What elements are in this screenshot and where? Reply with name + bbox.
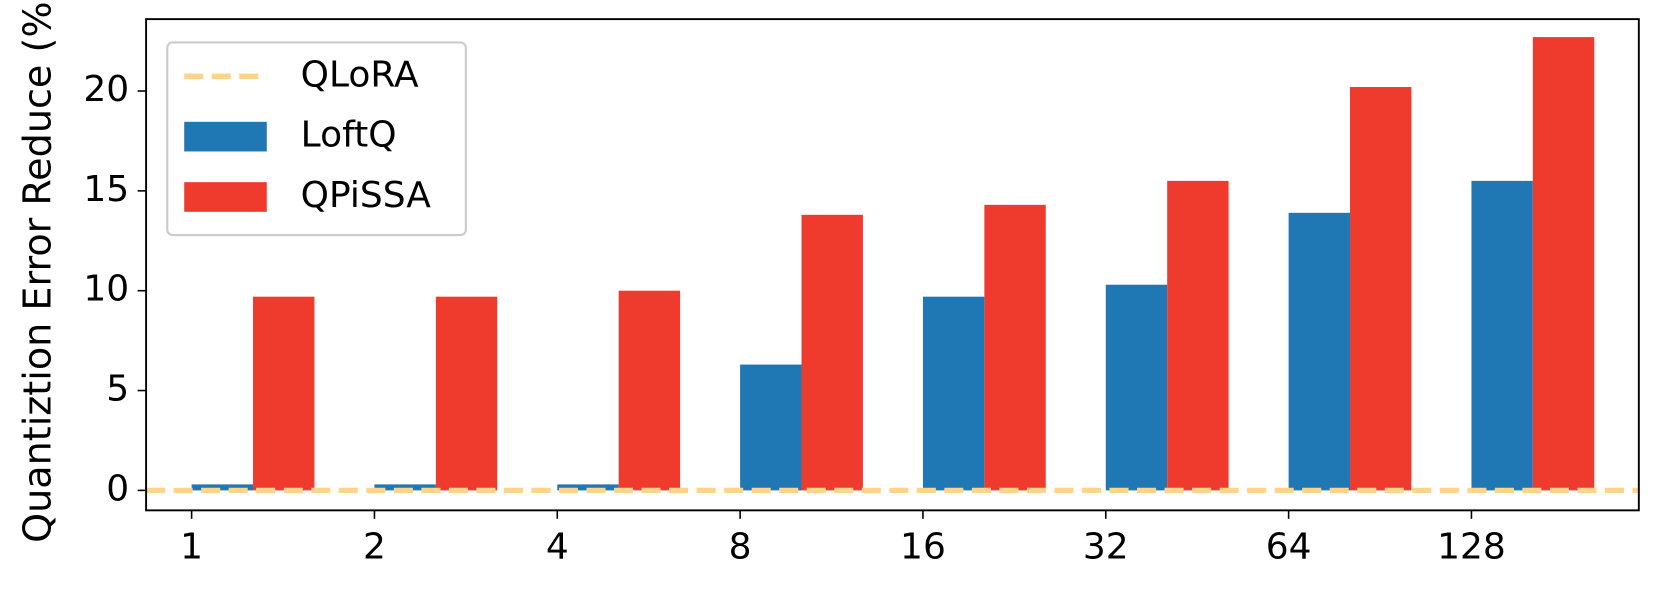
x-tick-label: 16 [900, 526, 946, 567]
y-axis-label: Quantiztion Error Reduce (%) [16, 0, 60, 543]
y-tick-label: 0 [106, 468, 129, 509]
x-tick-label: 4 [546, 526, 569, 567]
y-tick-label: 5 [106, 369, 129, 410]
bar [1105, 284, 1168, 491]
bar [557, 484, 619, 491]
x-tick-label: 32 [1083, 526, 1129, 567]
bar [1288, 212, 1351, 491]
legend-label: QLoRA [301, 54, 419, 95]
bar [1471, 180, 1533, 491]
bar [374, 484, 436, 491]
plot-frame [145, 18, 1640, 512]
x-tick-label: 2 [363, 526, 386, 567]
bar [1167, 180, 1229, 491]
bar [740, 364, 802, 491]
legend: QLoRA LoftQ QPiSSA [166, 41, 467, 237]
bar [1350, 87, 1412, 491]
bar [1532, 37, 1595, 491]
legend-label: QPiSSA [301, 175, 432, 216]
y-tick-label: 10 [83, 269, 129, 310]
legend-swatch [184, 182, 267, 212]
x-tick-label: 8 [729, 526, 752, 567]
y-tick-label: 20 [83, 69, 129, 110]
bar [801, 214, 863, 491]
x-tick-label: 64 [1266, 526, 1312, 567]
bar [253, 296, 315, 491]
y-tick-label: 15 [83, 169, 129, 210]
bar [922, 296, 985, 491]
legend-swatch [184, 121, 267, 152]
x-tick-label: 128 [1437, 526, 1506, 567]
x-tick-label: 1 [180, 526, 203, 567]
bar [984, 204, 1046, 491]
bar [435, 296, 498, 491]
bar [618, 290, 681, 491]
legend-label: LoftQ [301, 115, 397, 156]
bar [191, 484, 254, 491]
